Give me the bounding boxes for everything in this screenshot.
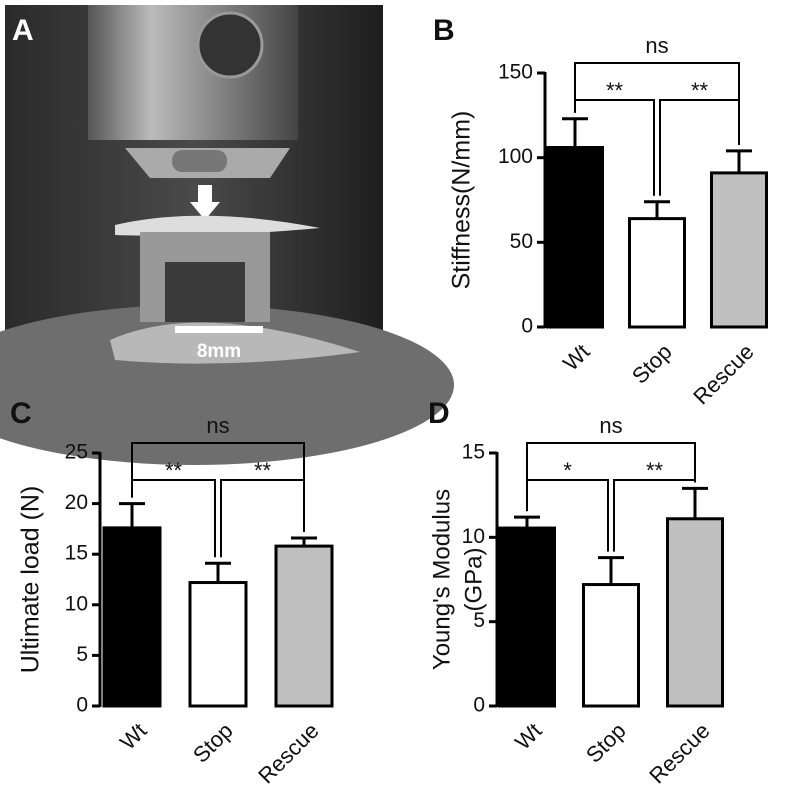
significance-label: ** [646,458,664,483]
x-tick-label: Stop [627,339,677,389]
x-tick-label: Stop [188,718,238,768]
x-tick-label: Rescue [253,718,323,788]
photo-panel: 8mm A [0,5,454,465]
x-tick-label: Wt [558,339,595,376]
significance-bracket [526,479,609,552]
bar [710,171,768,329]
significance-label: ** [254,458,272,483]
panel-label: D [428,397,450,430]
significance-label: ** [606,78,624,103]
bar [188,581,248,708]
panel-label: A [12,14,34,47]
significance-bracket [131,479,216,558]
y-tick-label: 25 [65,441,88,464]
y-tick-label: 0 [521,315,533,338]
bone [115,215,320,236]
y-axis-label: Stiffness(N/mm) [448,111,476,290]
x-tick-label: Stop [581,718,631,768]
error-bar [562,117,588,148]
scale-bar-label: 8mm [197,341,241,362]
bar [546,146,604,329]
x-tick-label: Rescue [688,339,758,409]
significance-label: ns [599,413,622,438]
y-axis-label: Ultimate load (N) [17,486,45,674]
clay [110,322,360,364]
y-tick-label: 15 [462,441,485,464]
bar [666,517,724,708]
bar [102,526,162,708]
y-axis-label: Young's Modulus [428,489,455,670]
scale-bar [175,326,263,333]
bar [582,583,640,708]
y-tick-label: 15 [65,542,88,565]
press-cylinder [88,5,298,140]
error-bar [291,536,317,547]
x-tick-label: Wt [510,718,547,755]
x-tick-label: Rescue [644,718,714,788]
y-tick-label: 10 [462,525,485,548]
y-tick-label: 0 [76,694,88,717]
error-bar [644,200,670,219]
arrow [190,185,220,220]
y-tick-label: 50 [510,230,533,253]
significance-bracket [220,479,305,558]
y-tick-label: 100 [498,145,533,168]
error-bar [514,515,540,529]
y-tick-label: 10 [65,592,88,615]
cylinder-hole [196,11,264,79]
significance-label: ** [165,458,183,483]
significance-bracket [659,99,740,196]
significance-label: ns [645,33,668,58]
y-tick-label: 150 [498,61,533,84]
press-pin [172,150,227,172]
error-bar [682,486,708,519]
error-bar [598,556,624,585]
y-tick-label: 5 [76,643,88,666]
significance-bracket [574,99,655,196]
significance-label: ** [691,78,709,103]
bar [498,526,556,708]
y-axis-label: (GPa) [460,547,487,611]
x-tick-label: Wt [115,718,152,755]
panel-label: C [10,397,32,430]
fixture-gap [165,262,245,322]
error-bar [119,502,145,528]
error-bar [726,149,752,173]
y-tick-label: 0 [473,694,485,717]
bar [274,544,334,708]
y-tick-label: 20 [65,491,88,514]
significance-label: ns [206,413,229,438]
significance-bracket [574,62,740,145]
error-bar [205,561,231,583]
significance-bracket [526,442,696,512]
y-tick-label: 5 [473,609,485,632]
bar [628,217,686,329]
panel-label: B [433,14,455,47]
significance-bracket [613,479,696,552]
significance-label: * [563,458,572,483]
